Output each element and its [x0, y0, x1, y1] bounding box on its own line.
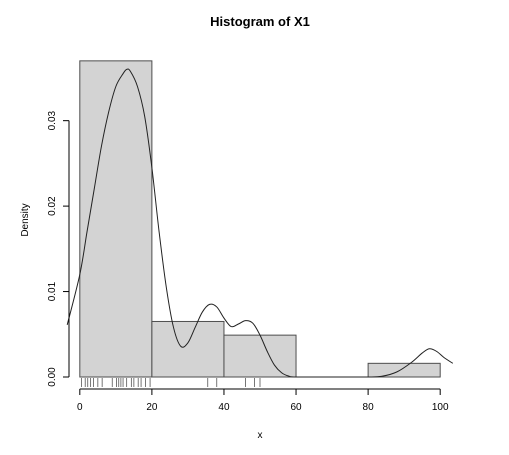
x-tick-label: 60 — [290, 402, 302, 413]
chart-title: Histogram of X1 — [210, 14, 310, 29]
histogram-bar-0 — [79, 60, 153, 378]
rug-marks — [81, 378, 261, 387]
x-axis-ticks: 0 20 40 60 80 100 — [77, 389, 449, 413]
histogram-bar-4 — [367, 362, 441, 378]
y-axis-label: Density — [20, 203, 31, 236]
y-axis-ticks: 0.00 0.01 0.02 0.03 — [47, 110, 69, 387]
density-curve — [66, 68, 454, 378]
y-tick-label: 0.00 — [47, 367, 58, 387]
y-tick-label: 0.01 — [47, 281, 58, 301]
x-tick-label: 20 — [146, 402, 158, 413]
histogram-bars — [79, 60, 441, 378]
histogram-bar-2 — [223, 334, 297, 378]
x-tick-label: 0 — [77, 402, 83, 413]
x-tick-label: 40 — [218, 402, 230, 413]
histogram-bar-1 — [151, 320, 225, 378]
y-tick-label: 0.03 — [47, 110, 58, 130]
x-axis-label: x — [258, 430, 263, 441]
y-tick-label: 0.02 — [47, 196, 58, 216]
x-tick-label: 80 — [363, 402, 375, 413]
x-tick-label: 100 — [432, 402, 449, 413]
